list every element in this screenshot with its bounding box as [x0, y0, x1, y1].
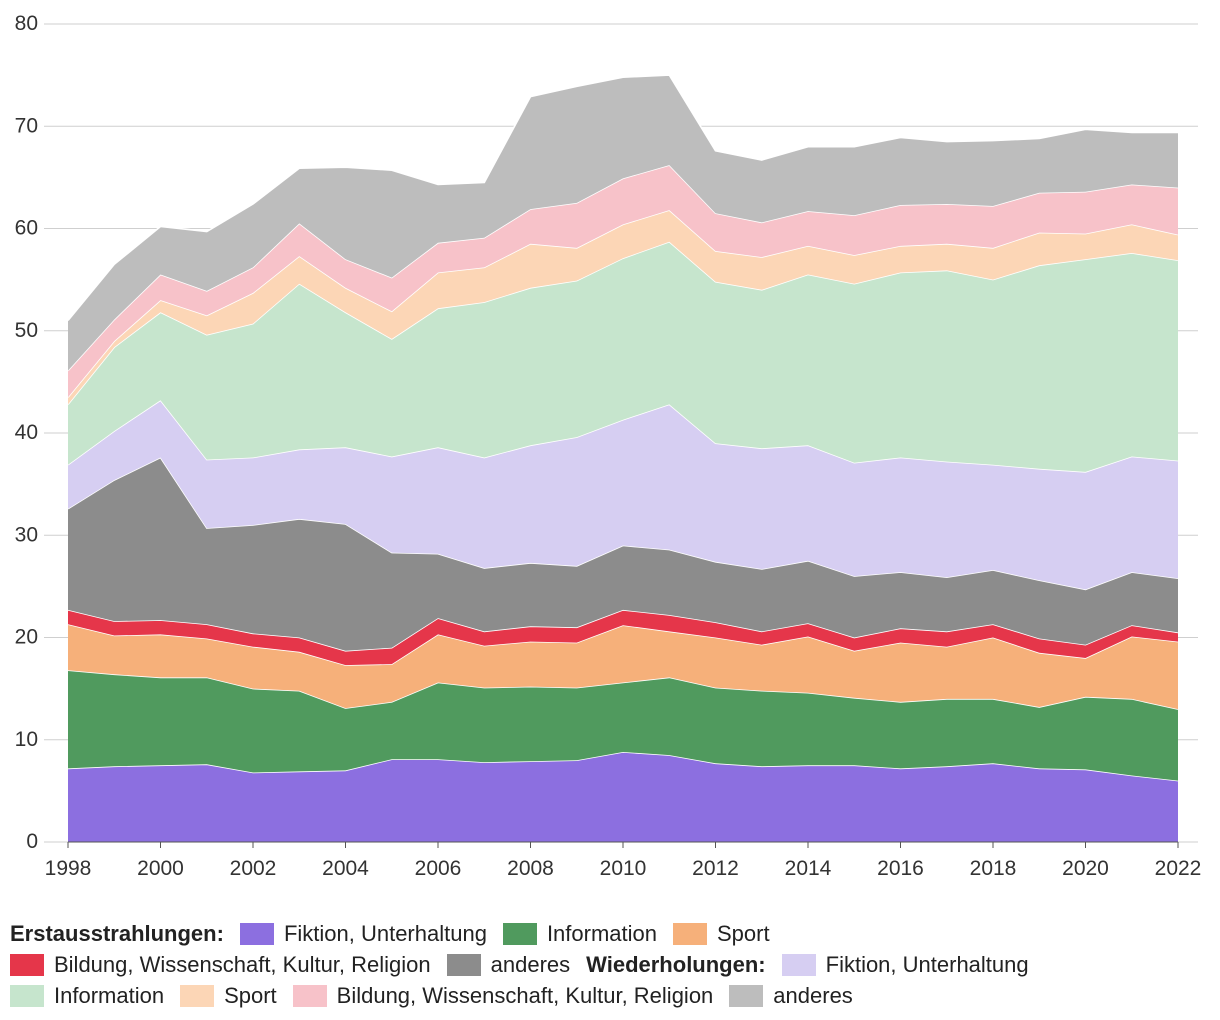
legend-swatch — [292, 984, 327, 1007]
x-tick-label: 2004 — [322, 857, 369, 880]
area-series-group — [67, 74, 1179, 842]
legend-swatch — [180, 984, 215, 1007]
legend-item-repeat-bildung: Bildung, Wissenschaft, Kultur, Religion — [292, 980, 714, 1011]
legend-swatch — [239, 922, 274, 945]
x-tick-label: 2000 — [137, 857, 184, 880]
y-tick-label: 40 — [15, 421, 38, 444]
area-repeat-6 — [68, 241, 1178, 472]
legend-label: Information — [54, 983, 165, 1008]
x-tick-label: 2014 — [785, 857, 832, 880]
y-tick-label: 0 — [26, 830, 38, 853]
area-repeat-9 — [68, 75, 1178, 371]
legend-item-first-fiktion: Fiktion, Unterhaltung — [239, 918, 487, 949]
x-tick-label: 2008 — [507, 857, 554, 880]
legend-label: Bildung, Wissenschaft, Kultur, Religion — [336, 983, 714, 1008]
y-tick-label: 50 — [15, 319, 38, 342]
axes: 0 10 20 30 40 50 60 70 80 1998 2000 2002 2004 2006 200… — [15, 12, 1202, 880]
x-tick-label: 1998 — [45, 857, 92, 880]
y-tick-label: 10 — [15, 728, 38, 751]
legend-item-repeat-anderes: anderes — [729, 980, 853, 1011]
legend-label: Information — [546, 921, 657, 946]
area-repeat-7 — [68, 210, 1178, 405]
legend-row-3: Information Sport Bildung, Wissenschaft,… — [10, 980, 1210, 1011]
y-tick-label: 20 — [15, 626, 38, 649]
legend-swatch — [729, 984, 764, 1007]
legend: Erstausstrahlungen: Fiktion, Unterhaltun… — [10, 918, 1210, 1011]
legend-row-2: Bildung, Wissenschaft, Kultur, Religion … — [10, 949, 1210, 980]
legend-label: anderes — [773, 983, 853, 1008]
legend-label: Fiktion, Unterhaltung — [825, 952, 1029, 977]
area-first-2 — [68, 624, 1178, 710]
legend-heading-first: Erstausstrahlungen: — [10, 921, 224, 946]
area-repeat-8 — [68, 165, 1178, 398]
legend-label: Fiktion, Unterhaltung — [283, 921, 487, 946]
legend-label: Bildung, Wissenschaft, Kultur, Religion — [54, 952, 431, 977]
stacked-area-chart: 0 10 20 30 40 50 60 70 80 1998 2000 2002 2004 2006 200… — [15, 12, 1202, 880]
x-tick-label: 2006 — [415, 857, 462, 880]
y-tick-label: 60 — [15, 217, 38, 240]
legend-swatch — [446, 953, 481, 976]
legend-swatch — [673, 922, 707, 945]
legend-item-first-information: Information — [502, 918, 657, 949]
x-tick-label: 2022 — [1155, 857, 1202, 880]
legend-label: Sport — [717, 921, 770, 946]
legend-swatch — [10, 984, 44, 1007]
area-first-4 — [68, 457, 1178, 651]
legend-label: anderes — [490, 952, 571, 977]
legend-row-1: Erstausstrahlungen: Fiktion, Unterhaltun… — [10, 918, 1210, 949]
legend-item-first-sport: Sport — [673, 918, 770, 949]
legend-item-repeat-fiktion: Fiktion, Unterhaltung — [781, 949, 1029, 980]
legend-swatch — [10, 953, 44, 976]
x-tick-label: 2020 — [1062, 857, 1109, 880]
x-tick-label: 2002 — [230, 857, 277, 880]
area-edge-9 — [67, 74, 1178, 322]
legend-item-first-bildung: Bildung, Wissenschaft, Kultur, Religion — [10, 949, 431, 980]
y-tick-label: 80 — [15, 12, 38, 35]
legend-item-repeat-information: Information — [10, 980, 164, 1011]
legend-heading-repeat: Wiederholungen: — [586, 952, 766, 977]
x-tick-label: 2010 — [600, 857, 647, 880]
legend-label: Sport — [224, 983, 277, 1008]
legend-item-repeat-sport: Sport — [180, 980, 277, 1011]
area-first-0 — [68, 752, 1178, 842]
area-first-1 — [68, 670, 1178, 781]
x-tick-label: 2016 — [877, 857, 924, 880]
legend-item-first-anderes: anderes — [446, 949, 571, 980]
y-tick-label: 30 — [15, 523, 38, 546]
legend-swatch — [502, 922, 537, 945]
legend-swatch — [781, 953, 816, 976]
y-tick-label: 70 — [15, 114, 38, 137]
x-tick-label: 2012 — [692, 857, 739, 880]
x-tick-label: 2018 — [970, 857, 1017, 880]
